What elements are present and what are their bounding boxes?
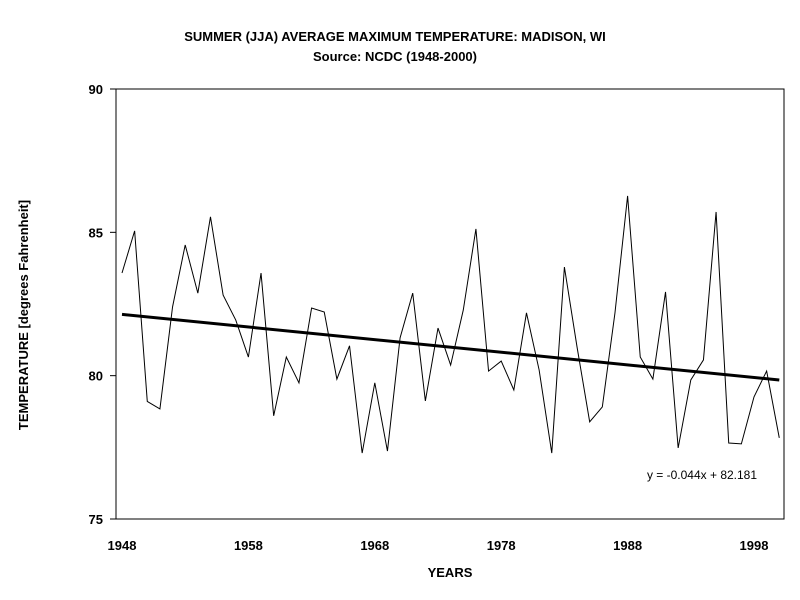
x-tick-label: 1968 (360, 538, 389, 553)
x-tick-label: 1988 (613, 538, 642, 553)
chart-title: SUMMER (JJA) AVERAGE MAXIMUM TEMPERATURE… (184, 29, 606, 44)
x-tick-label: 1998 (740, 538, 769, 553)
y-tick-label: 85 (89, 225, 103, 240)
y-tick-label: 80 (89, 369, 103, 384)
x-tick-label: 1958 (234, 538, 263, 553)
y-tick-label: 90 (89, 82, 103, 97)
trendline (121, 312, 780, 382)
x-tick-label: 1948 (108, 538, 137, 553)
plot-area (115, 88, 785, 520)
y-axis-label: TEMPERATURE [degrees Fahrenheit] (16, 200, 31, 430)
x-axis-label: YEARS (428, 565, 473, 580)
chart-subtitle: Source: NCDC (1948-2000) (313, 49, 477, 64)
x-tick-label: 1978 (487, 538, 516, 553)
trendline-equation: y = -0.044x + 82.181 (647, 468, 757, 482)
y-tick-label: 75 (89, 512, 103, 527)
temperature-series-line (121, 195, 780, 454)
